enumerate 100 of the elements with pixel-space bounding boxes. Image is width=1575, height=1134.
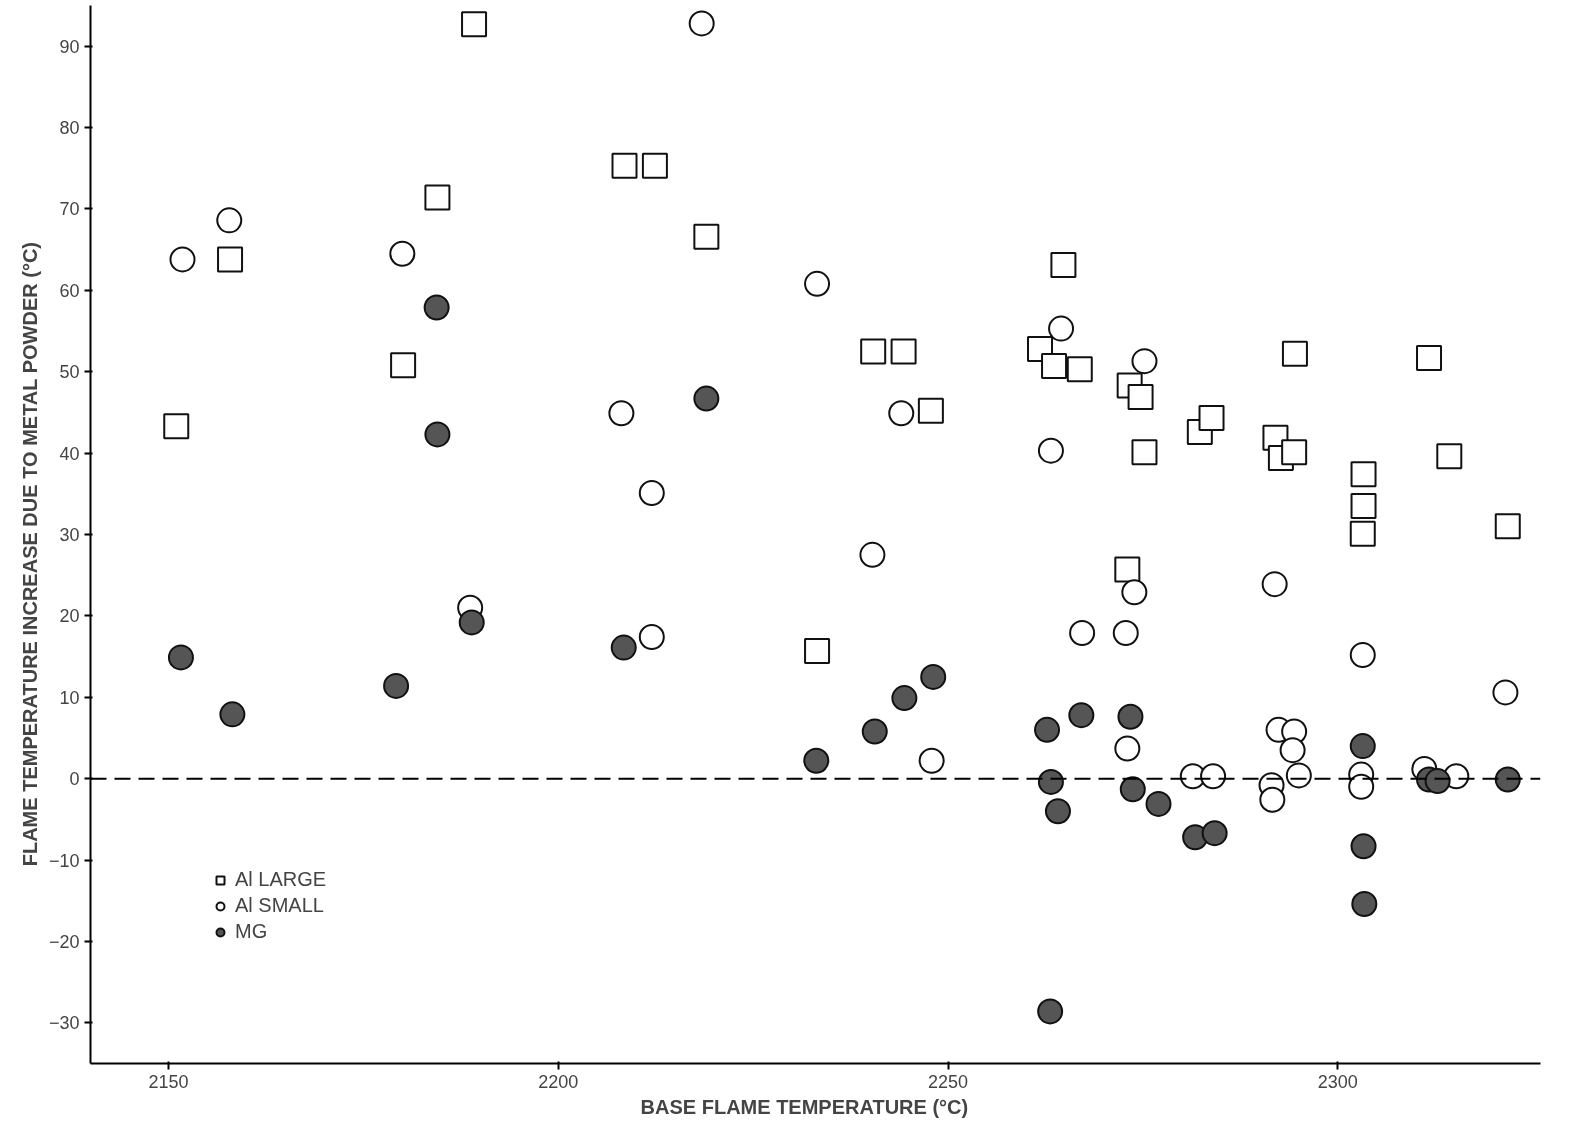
- legend-label: MG: [235, 920, 268, 943]
- point: [891, 685, 918, 712]
- point: [1048, 315, 1075, 342]
- point: [217, 246, 244, 273]
- y-tick-label: 80: [59, 118, 80, 139]
- x-tick-label: 2250: [928, 1071, 969, 1092]
- point: [1114, 735, 1141, 762]
- point: [1131, 439, 1158, 466]
- point: [1281, 439, 1308, 466]
- point: [1145, 790, 1172, 817]
- point: [1037, 437, 1064, 464]
- point: [918, 747, 945, 774]
- point: [390, 352, 417, 379]
- legend-label: Al SMALL: [235, 894, 324, 917]
- point: [216, 207, 243, 234]
- point: [1349, 733, 1376, 760]
- legend-label: Al LARGE: [235, 868, 327, 891]
- point: [1492, 679, 1519, 706]
- point: [167, 644, 194, 671]
- point: [1494, 513, 1521, 540]
- point: [461, 11, 488, 38]
- point: [1068, 702, 1095, 729]
- x-axis-title: BASE FLAME TEMPERATURE (°C): [640, 1095, 969, 1118]
- y-tick-label: 20: [59, 606, 80, 627]
- point: [638, 624, 665, 651]
- point: [1424, 768, 1451, 795]
- point: [1279, 737, 1306, 764]
- point: [1121, 579, 1148, 606]
- point: [1350, 461, 1377, 488]
- point: [1050, 252, 1077, 279]
- point: [1114, 556, 1141, 583]
- point: [1041, 353, 1068, 380]
- y-tick-label: 40: [59, 443, 80, 464]
- point: [424, 421, 451, 448]
- point: [1261, 571, 1288, 598]
- x-tick-label: 2150: [148, 1071, 189, 1092]
- point: [1034, 716, 1061, 743]
- point: [1069, 620, 1096, 646]
- point: [1281, 340, 1308, 367]
- point: [804, 637, 831, 664]
- point: [1117, 703, 1144, 730]
- point: [1200, 763, 1227, 790]
- point: [1436, 443, 1463, 470]
- point: [803, 747, 830, 774]
- point: [1037, 768, 1064, 795]
- y-tick-label: 70: [59, 199, 80, 220]
- y-axis-title: FLAME TEMPERATURE INCREASE DUE TO METAL POWDER (°C): [18, 241, 41, 867]
- point: [1285, 762, 1312, 789]
- point: [163, 413, 190, 440]
- x-tick-label: 2300: [1317, 1071, 1358, 1092]
- y-tick-label: −20: [48, 931, 80, 952]
- point: [1198, 405, 1225, 432]
- point: [861, 718, 888, 745]
- point: [1066, 356, 1093, 383]
- y-tick-label: −30: [48, 1013, 80, 1034]
- point: [1259, 786, 1286, 813]
- y-tick-label: 10: [59, 687, 80, 708]
- point: [920, 663, 947, 690]
- point: [1494, 766, 1521, 793]
- point: [424, 184, 451, 211]
- point: [423, 294, 450, 321]
- point: [608, 400, 635, 427]
- point: [219, 701, 246, 728]
- point: [383, 672, 410, 699]
- point: [1351, 891, 1378, 917]
- point: [611, 152, 638, 179]
- y-tick-label: 0: [69, 769, 80, 790]
- point: [1131, 348, 1158, 375]
- point: [641, 152, 668, 179]
- point: [458, 609, 485, 636]
- point: [1044, 798, 1071, 825]
- point: [1350, 833, 1377, 860]
- point: [860, 338, 887, 365]
- point: [1119, 776, 1146, 803]
- y-tick-label: 60: [59, 280, 80, 301]
- point: [693, 385, 720, 412]
- point: [693, 223, 720, 250]
- point: [1350, 493, 1377, 520]
- point: [169, 246, 196, 273]
- point: [888, 400, 915, 427]
- y-tick-label: 90: [59, 36, 80, 57]
- point: [1349, 641, 1376, 668]
- point: [1112, 620, 1139, 646]
- point: [1349, 520, 1376, 547]
- point: [804, 270, 831, 297]
- point: [859, 541, 886, 568]
- point: [1127, 383, 1154, 410]
- point: [688, 10, 715, 37]
- point: [638, 480, 665, 506]
- point: [1201, 820, 1228, 847]
- point: [389, 240, 416, 267]
- y-tick-label: 50: [59, 362, 80, 383]
- y-tick-label: 30: [59, 525, 80, 545]
- point: [917, 397, 944, 424]
- point: [890, 338, 917, 365]
- point: [1037, 998, 1064, 1025]
- y-tick-label: −10: [48, 850, 80, 871]
- point: [610, 634, 637, 661]
- x-tick-label: 2200: [538, 1071, 579, 1092]
- point: [1348, 773, 1375, 800]
